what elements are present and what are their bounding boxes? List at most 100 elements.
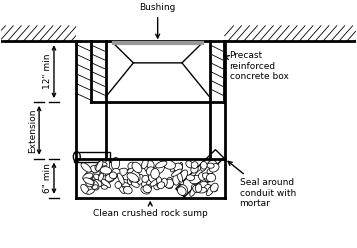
Ellipse shape (83, 173, 93, 180)
Ellipse shape (131, 170, 140, 182)
Ellipse shape (111, 157, 120, 170)
Ellipse shape (173, 175, 179, 185)
Text: Clean crushed rock sump: Clean crushed rock sump (93, 202, 208, 218)
Ellipse shape (112, 168, 120, 176)
Ellipse shape (151, 169, 159, 179)
Ellipse shape (207, 185, 215, 196)
Ellipse shape (205, 174, 215, 182)
Ellipse shape (174, 163, 182, 171)
Ellipse shape (150, 179, 160, 186)
Ellipse shape (210, 164, 219, 172)
Ellipse shape (160, 161, 167, 167)
Ellipse shape (101, 179, 111, 187)
Ellipse shape (84, 171, 94, 181)
Ellipse shape (145, 184, 152, 191)
Ellipse shape (95, 164, 103, 171)
Ellipse shape (142, 175, 149, 182)
Polygon shape (74, 152, 110, 162)
Ellipse shape (177, 187, 186, 195)
Ellipse shape (157, 177, 162, 186)
Ellipse shape (154, 163, 165, 174)
Ellipse shape (101, 185, 107, 189)
Ellipse shape (108, 173, 115, 182)
Ellipse shape (146, 167, 155, 175)
Ellipse shape (144, 164, 150, 173)
Ellipse shape (171, 165, 177, 172)
Ellipse shape (157, 179, 165, 187)
Text: Precast
reinforced
concrete box: Precast reinforced concrete box (224, 51, 288, 81)
Ellipse shape (90, 176, 97, 187)
Ellipse shape (109, 172, 117, 179)
Ellipse shape (73, 152, 80, 162)
Text: Bushing: Bushing (140, 3, 176, 38)
Ellipse shape (115, 182, 122, 188)
Ellipse shape (117, 168, 127, 176)
Ellipse shape (162, 181, 172, 188)
Ellipse shape (147, 161, 154, 169)
Ellipse shape (179, 170, 188, 181)
Ellipse shape (186, 175, 195, 181)
Ellipse shape (193, 186, 199, 192)
Ellipse shape (117, 173, 124, 184)
Ellipse shape (127, 168, 136, 173)
Ellipse shape (127, 177, 135, 185)
Ellipse shape (156, 161, 167, 168)
Ellipse shape (94, 174, 100, 180)
Ellipse shape (157, 182, 165, 189)
Ellipse shape (87, 189, 95, 194)
Text: Seal around
conduit with
mortar: Seal around conduit with mortar (228, 161, 296, 208)
Ellipse shape (92, 185, 98, 189)
Ellipse shape (123, 169, 134, 180)
Ellipse shape (201, 164, 206, 171)
Ellipse shape (130, 175, 134, 182)
Ellipse shape (198, 173, 205, 180)
Ellipse shape (95, 178, 102, 185)
Ellipse shape (102, 176, 111, 184)
Ellipse shape (100, 167, 111, 174)
Ellipse shape (127, 173, 139, 182)
Ellipse shape (165, 179, 174, 188)
Ellipse shape (93, 180, 102, 187)
Ellipse shape (84, 178, 94, 185)
Polygon shape (114, 43, 202, 63)
Ellipse shape (141, 159, 148, 169)
Ellipse shape (211, 183, 218, 192)
Ellipse shape (99, 173, 104, 181)
Ellipse shape (92, 177, 96, 186)
Ellipse shape (199, 181, 208, 190)
Ellipse shape (152, 174, 158, 180)
Ellipse shape (178, 162, 182, 173)
Ellipse shape (186, 161, 193, 168)
Ellipse shape (99, 171, 106, 182)
Ellipse shape (201, 161, 207, 169)
Ellipse shape (174, 175, 183, 185)
Polygon shape (176, 150, 224, 197)
Text: 6" min: 6" min (43, 163, 52, 193)
Ellipse shape (202, 173, 210, 179)
Ellipse shape (190, 187, 196, 196)
Ellipse shape (143, 185, 151, 193)
Ellipse shape (177, 171, 182, 182)
Text: 12" min: 12" min (43, 54, 52, 90)
Ellipse shape (207, 169, 213, 175)
Ellipse shape (171, 169, 182, 176)
Ellipse shape (191, 185, 198, 192)
Ellipse shape (175, 163, 182, 171)
Ellipse shape (90, 165, 99, 173)
Ellipse shape (210, 185, 217, 192)
Ellipse shape (154, 184, 160, 190)
Ellipse shape (132, 162, 142, 173)
Ellipse shape (179, 185, 188, 195)
Ellipse shape (206, 174, 216, 182)
Ellipse shape (128, 162, 136, 170)
Ellipse shape (117, 183, 125, 194)
Ellipse shape (110, 171, 118, 179)
Ellipse shape (195, 184, 202, 192)
Ellipse shape (205, 174, 211, 183)
Ellipse shape (161, 178, 167, 187)
Ellipse shape (204, 185, 212, 192)
Ellipse shape (86, 178, 94, 187)
Ellipse shape (81, 185, 89, 194)
Ellipse shape (190, 175, 202, 184)
Ellipse shape (105, 174, 115, 181)
